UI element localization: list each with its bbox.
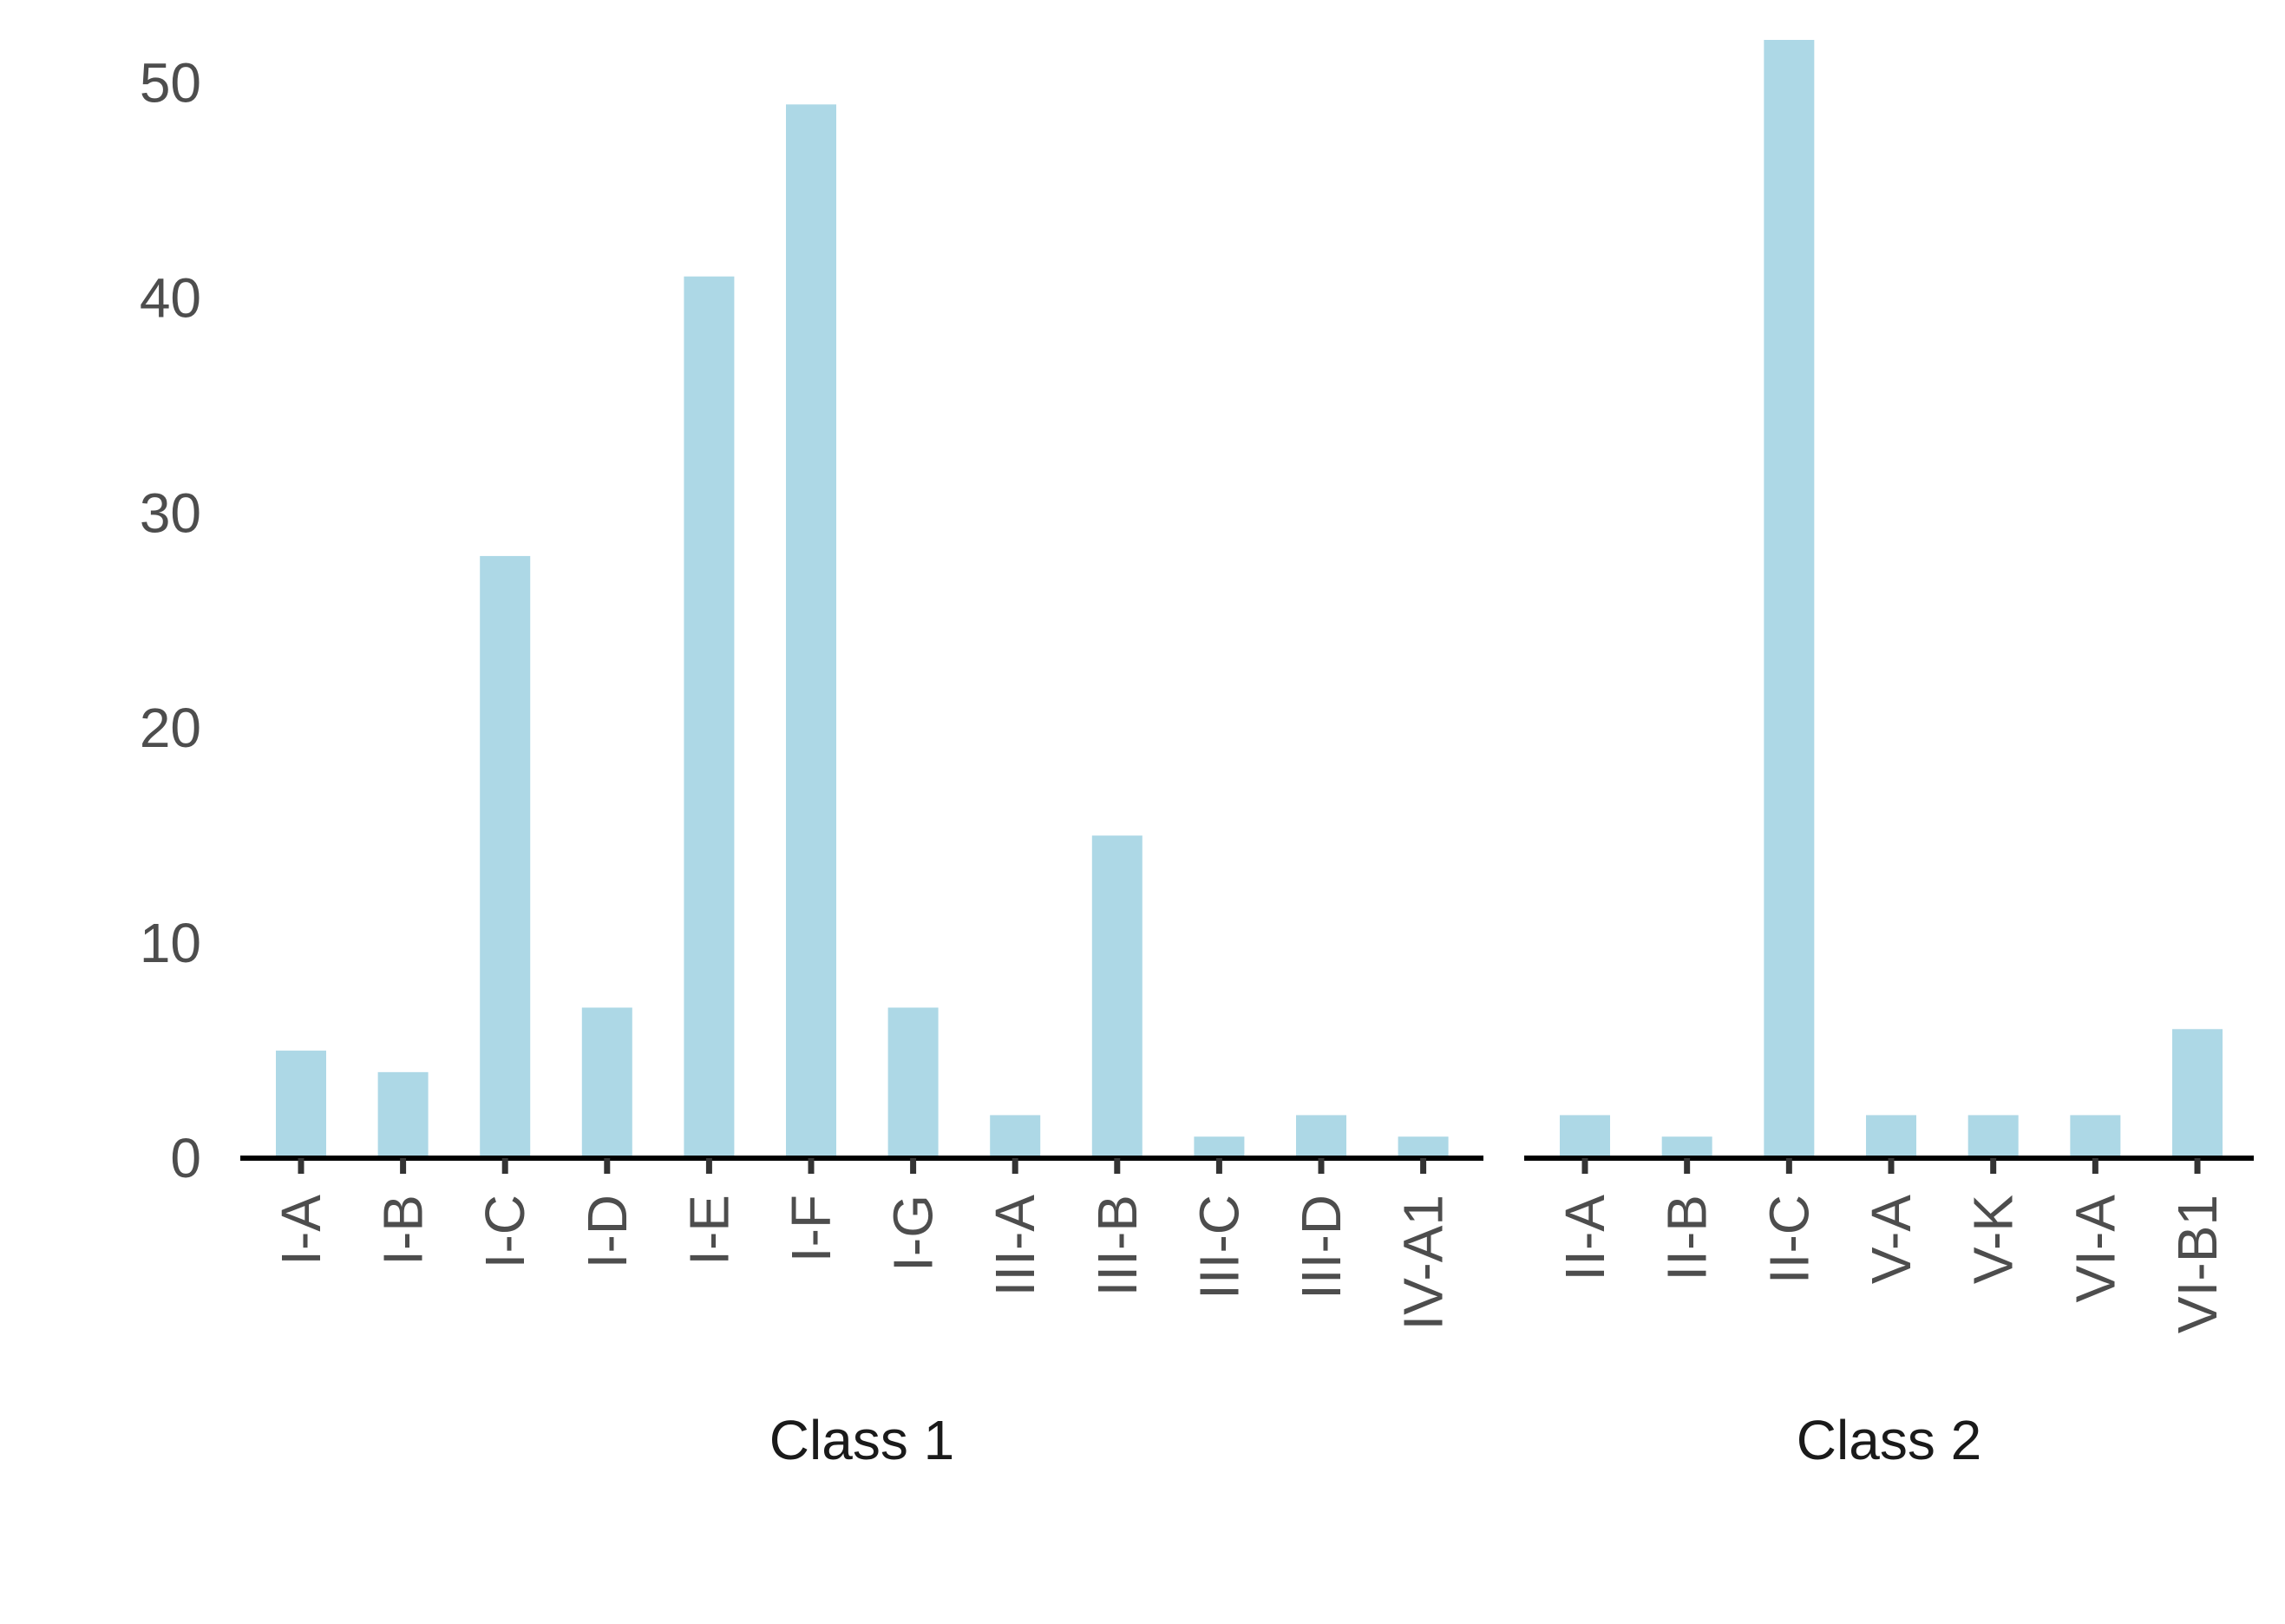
bar-iv-a1 xyxy=(1398,1136,1449,1158)
x-tick-label: II-A xyxy=(1554,1195,1616,1281)
x-tick-label: VI-B1 xyxy=(2166,1195,2229,1333)
x-tick-label: V-A xyxy=(1860,1195,1922,1284)
bar-i-b xyxy=(377,1071,429,1158)
bar-iii-a xyxy=(990,1115,1041,1158)
x-tick-label: III-D xyxy=(1290,1195,1352,1300)
panel-label: Class 2 xyxy=(1797,1409,1981,1471)
x-tick-label: I-G xyxy=(882,1195,945,1272)
bar-i-f xyxy=(786,104,836,1159)
bar-v-a xyxy=(1866,1115,1917,1158)
bar-vi-a xyxy=(2070,1115,2121,1158)
panel-1: I-A I-B I-C I-D I-E I-F I-G III-A III-B III-C III-… xyxy=(240,104,1483,1471)
x-tick-label: IV-A1 xyxy=(1392,1195,1455,1331)
y-tick-label: 10 xyxy=(140,912,201,974)
x-tick-label: I-C xyxy=(474,1195,536,1268)
x-tick-label: II-C xyxy=(1758,1195,1820,1284)
panel-label: Class 1 xyxy=(769,1409,954,1471)
x-tick-label: I-E xyxy=(678,1195,740,1266)
bar-v-k xyxy=(1967,1115,2019,1158)
y-axis: 0 10 20 30 40 50 xyxy=(140,52,201,1189)
bar-vi-b1 xyxy=(2172,1029,2223,1158)
y-tick-label: 50 xyxy=(140,52,201,115)
bar-ii-a xyxy=(1560,1115,1610,1158)
y-tick-label: 40 xyxy=(140,266,201,329)
bar-i-g xyxy=(887,1007,939,1158)
bar-ii-c xyxy=(1764,40,1815,1158)
bar-i-c xyxy=(480,555,531,1158)
y-tick-label: 20 xyxy=(140,697,201,759)
panels: I-A I-B I-C I-D I-E I-F I-G III-A III-B III-C III-… xyxy=(240,40,2254,1471)
y-tick-label: 0 xyxy=(170,1127,201,1189)
bar-iii-c xyxy=(1194,1136,1245,1158)
x-tick-label: V-K xyxy=(1962,1195,2025,1284)
bar-ii-b xyxy=(1661,1136,1712,1158)
x-tick-label: II-B xyxy=(1656,1195,1719,1281)
x-tick-label: III-C xyxy=(1188,1195,1250,1300)
bar-iii-b xyxy=(1091,835,1142,1158)
x-tick-label: III-A xyxy=(984,1195,1046,1297)
y-tick-label: 30 xyxy=(140,481,201,544)
bar-i-e xyxy=(684,276,735,1158)
x-tick-label: III-B xyxy=(1086,1195,1149,1296)
bar-i-d xyxy=(581,1007,632,1158)
panel-2: II-A II-B II-C V-A V-K VI-A VI-B1 Class 2 xyxy=(1524,40,2254,1471)
x-tick-label: I-D xyxy=(576,1195,638,1268)
x-tick-label: I-F xyxy=(780,1195,842,1262)
x-tick-label: I-B xyxy=(372,1195,435,1266)
x-tick-label: VI-A xyxy=(2064,1195,2126,1303)
bar-iii-d xyxy=(1296,1115,1346,1158)
bar-i-a xyxy=(276,1051,326,1158)
x-tick-label: I-A xyxy=(270,1195,332,1266)
